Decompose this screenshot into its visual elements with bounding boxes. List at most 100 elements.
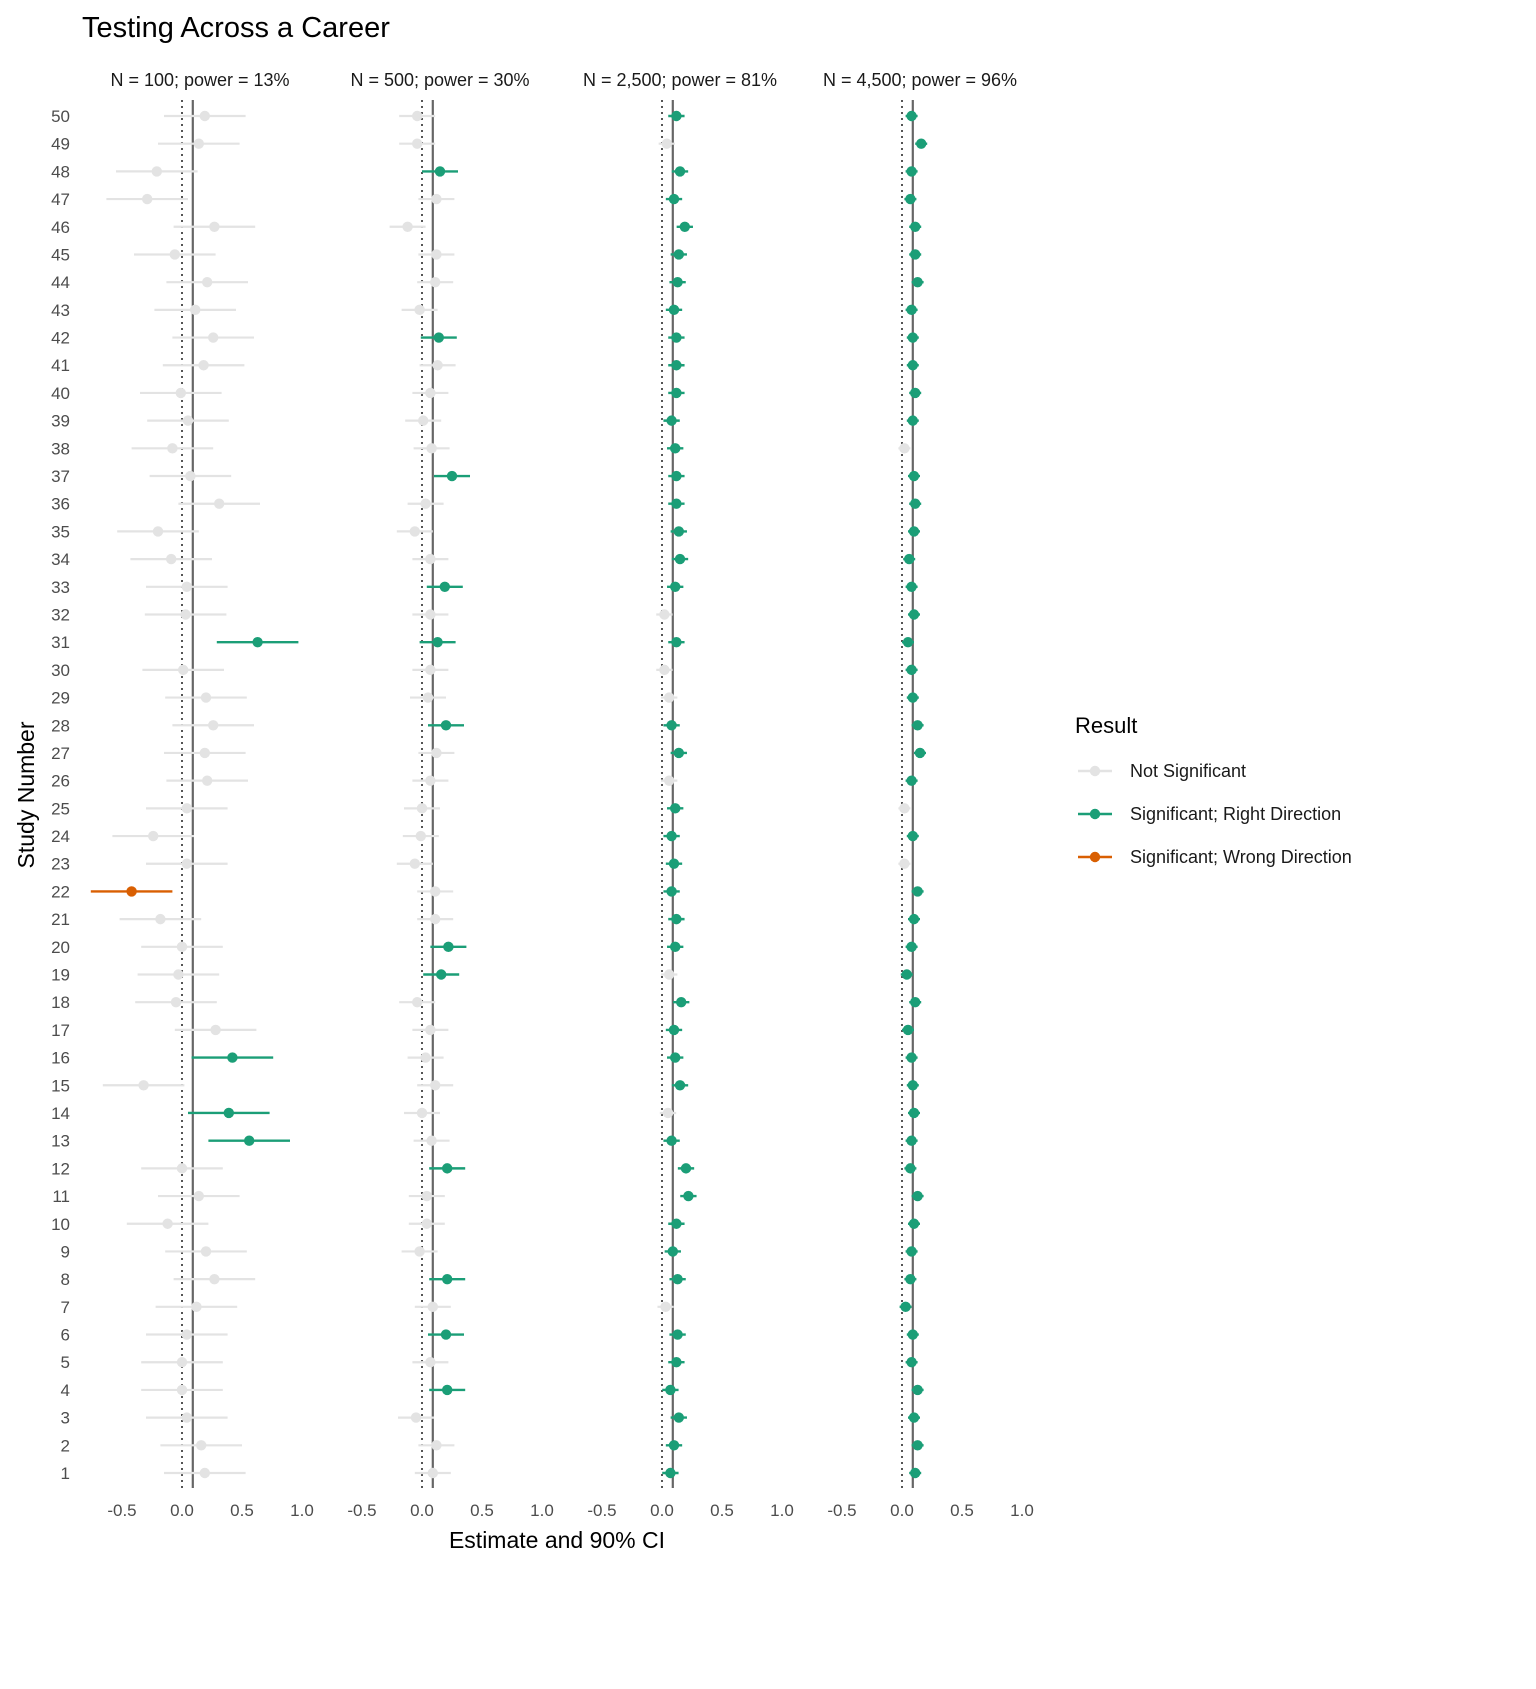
facet-strip-label: N = 4,500; power = 96% [823,70,1017,90]
y-tick-label: 6 [61,1326,70,1345]
chart-title: Testing Across a Career [82,12,390,44]
y-tick-label: 49 [51,135,70,154]
y-tick-label: 16 [51,1049,70,1068]
y-tick-label: 8 [61,1270,70,1289]
y-tick-label: 27 [51,744,70,763]
estimate-point [672,1273,683,1285]
estimate-point [432,636,443,648]
y-tick-label: 4 [61,1381,70,1400]
estimate-point [180,609,191,620]
estimate-point [899,858,910,869]
estimate-point [671,332,682,343]
estimate-point [169,249,180,260]
y-tick-label: 11 [52,1187,70,1206]
y-tick-label: 23 [51,855,70,874]
estimate-point [176,941,188,953]
estimate-point [910,997,921,1008]
x-tick-label: 0.0 [650,1501,674,1520]
estimate-point [674,553,686,565]
estimate-point [412,138,423,149]
estimate-point [904,553,915,565]
estimate-point [414,1246,425,1257]
estimate-point [672,1329,683,1340]
legend-label: Not Significant [1130,761,1246,781]
estimate-point [908,1412,920,1423]
estimate-point [185,470,196,482]
estimate-point [181,581,192,592]
estimate-point [420,1052,431,1063]
estimate-point [902,1024,914,1036]
estimate-point [912,886,923,897]
x-tick-label: 1.0 [1010,1501,1034,1520]
estimate-point [210,1024,221,1036]
y-axis-title: Study Number [13,721,39,868]
estimate-point [671,913,682,925]
estimate-point [668,1024,680,1036]
estimate-point [912,1440,923,1451]
estimate-point [910,1467,921,1479]
estimate-point [907,830,918,842]
estimate-point [908,913,920,925]
estimate-point [420,498,431,509]
y-tick-label: 36 [51,495,70,514]
y-tick-label: 31 [51,633,70,652]
facet-panel: N = 2,500; power = 81% -0.5 0.0 0.5 1.0 [583,70,794,1520]
facet-strip-label: N = 100; power = 13% [110,70,289,90]
y-tick-label: 5 [61,1353,70,1372]
estimate-point [671,636,682,648]
estimate-point [912,1190,923,1202]
estimate-point [178,664,189,676]
estimate-point [902,636,914,648]
estimate-point [659,609,670,620]
estimate-point [906,581,917,592]
y-tick-label: 2 [61,1436,70,1455]
estimate-point [402,221,413,232]
y-axis: 1234567891011121314151617181920212223242… [51,107,70,1483]
y-tick-label: 17 [51,1021,70,1040]
estimate-point [202,276,213,288]
estimate-point [671,110,682,122]
estimate-point [910,249,921,260]
estimate-point [409,858,420,869]
legend-label: Significant; Right Direction [1130,804,1341,824]
estimate-point [440,720,452,731]
estimate-point [200,692,212,703]
legend-item: Not Significant [1078,761,1246,781]
estimate-point [907,415,918,426]
estimate-point [914,747,926,759]
estimate-point [409,526,420,537]
y-tick-label: 19 [51,966,70,985]
estimate-point [661,138,672,149]
estimate-point [425,387,436,399]
estimate-point [912,276,923,288]
estimate-point [199,110,210,122]
estimate-point [425,609,436,620]
y-tick-label: 40 [51,384,70,403]
estimate-point [908,1218,920,1229]
y-tick-label: 14 [51,1104,70,1123]
estimate-point [673,747,684,759]
estimate-point [907,1329,918,1340]
estimate-point [430,276,441,288]
estimate-point [916,138,927,149]
y-tick-label: 32 [51,605,70,624]
estimate-point [181,1329,192,1340]
estimate-point [162,1218,173,1229]
y-tick-label: 24 [51,827,70,846]
y-tick-label: 43 [51,301,70,320]
estimate-point [430,1080,441,1091]
estimate-point [910,221,921,232]
estimate-point [665,1384,676,1396]
y-tick-label: 33 [51,578,70,597]
estimate-point [425,553,436,565]
x-tick-label: -0.5 [587,1501,616,1520]
estimate-point [673,526,684,537]
estimate-point [905,1163,916,1174]
estimate-point [427,1467,438,1479]
y-tick-label: 12 [51,1159,70,1178]
estimate-point [176,1384,188,1396]
estimate-point [668,858,680,869]
estimate-point [899,803,910,814]
estimate-point [142,193,153,205]
estimate-point [908,470,920,482]
